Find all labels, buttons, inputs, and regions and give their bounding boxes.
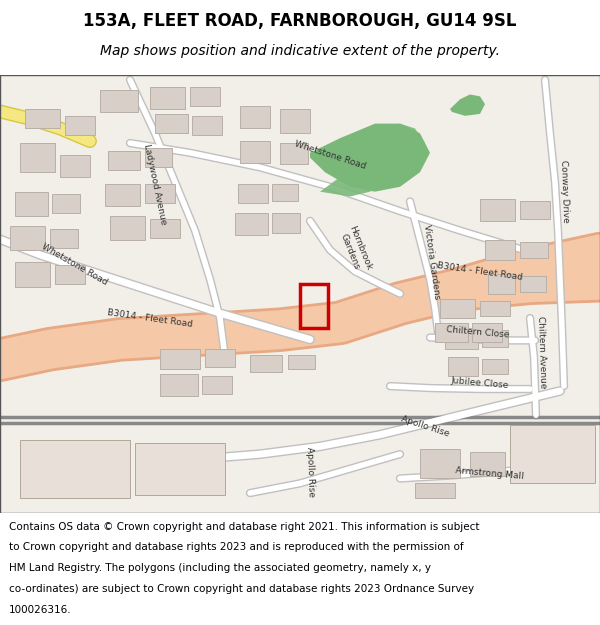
Polygon shape — [272, 213, 300, 232]
Polygon shape — [135, 442, 225, 495]
Text: 100026316.: 100026316. — [9, 605, 71, 615]
Polygon shape — [472, 323, 502, 342]
Polygon shape — [155, 114, 188, 133]
Polygon shape — [50, 229, 78, 248]
Text: Map shows position and indicative extent of the property.: Map shows position and indicative extent… — [100, 44, 500, 58]
Polygon shape — [60, 155, 90, 177]
Polygon shape — [160, 349, 200, 369]
Polygon shape — [190, 87, 220, 106]
Polygon shape — [272, 184, 298, 201]
Text: 153A, FLEET ROAD, FARNBOROUGH, GU14 9SL: 153A, FLEET ROAD, FARNBOROUGH, GU14 9SL — [83, 12, 517, 30]
Polygon shape — [520, 242, 548, 258]
Polygon shape — [448, 357, 478, 376]
Text: B3014 - Fleet Road: B3014 - Fleet Road — [107, 308, 193, 329]
Text: Whetstone Road: Whetstone Road — [40, 242, 110, 287]
Polygon shape — [192, 116, 222, 135]
Polygon shape — [488, 274, 515, 294]
Text: Contains OS data © Crown copyright and database right 2021. This information is : Contains OS data © Crown copyright and d… — [9, 521, 479, 531]
Polygon shape — [310, 124, 430, 192]
Text: Conway Drive: Conway Drive — [559, 160, 571, 223]
Polygon shape — [52, 194, 80, 213]
Text: Ladywood Avenue: Ladywood Avenue — [142, 142, 168, 225]
Polygon shape — [150, 219, 180, 238]
Text: Hornbrook
Gardens: Hornbrook Gardens — [337, 224, 373, 276]
Text: Apollo Rise: Apollo Rise — [400, 415, 450, 439]
Text: Apollo Rise: Apollo Rise — [305, 446, 316, 497]
Polygon shape — [205, 349, 235, 367]
Polygon shape — [240, 141, 270, 162]
Polygon shape — [108, 151, 140, 170]
Polygon shape — [105, 184, 140, 206]
Polygon shape — [415, 483, 455, 498]
Text: B3014 - Fleet Road: B3014 - Fleet Road — [437, 261, 523, 282]
Polygon shape — [110, 216, 145, 240]
Text: Chiltern Close: Chiltern Close — [446, 326, 510, 340]
Polygon shape — [510, 425, 595, 483]
Polygon shape — [445, 328, 478, 349]
Polygon shape — [150, 87, 185, 109]
Polygon shape — [15, 262, 50, 287]
Polygon shape — [280, 143, 308, 164]
Polygon shape — [145, 148, 172, 168]
Polygon shape — [25, 109, 60, 129]
Polygon shape — [480, 301, 510, 316]
Polygon shape — [520, 276, 546, 292]
Text: Armstrong Mall: Armstrong Mall — [455, 466, 524, 481]
Polygon shape — [470, 452, 505, 476]
Text: Jubilee Close: Jubilee Close — [451, 376, 509, 390]
Polygon shape — [450, 94, 485, 116]
Polygon shape — [482, 359, 508, 374]
Polygon shape — [485, 240, 515, 260]
Polygon shape — [420, 449, 460, 479]
Text: Whetstone Road: Whetstone Road — [293, 139, 367, 171]
Text: Chiltern Avenue: Chiltern Avenue — [536, 316, 548, 389]
Polygon shape — [55, 264, 85, 284]
Polygon shape — [435, 323, 468, 342]
Polygon shape — [288, 355, 315, 369]
Text: co-ordinates) are subject to Crown copyright and database rights 2023 Ordnance S: co-ordinates) are subject to Crown copyr… — [9, 584, 474, 594]
Polygon shape — [320, 124, 425, 196]
Polygon shape — [520, 201, 550, 219]
Text: HM Land Registry. The polygons (including the associated geometry, namely x, y: HM Land Registry. The polygons (includin… — [9, 563, 431, 573]
Polygon shape — [238, 184, 268, 203]
Polygon shape — [10, 226, 45, 250]
Polygon shape — [15, 192, 48, 216]
Polygon shape — [240, 106, 270, 129]
Polygon shape — [480, 199, 515, 221]
Polygon shape — [20, 439, 130, 498]
Polygon shape — [202, 376, 232, 394]
Polygon shape — [482, 330, 508, 348]
Polygon shape — [280, 109, 310, 133]
Polygon shape — [20, 143, 55, 172]
Text: Victoria Gardens: Victoria Gardens — [422, 224, 442, 299]
Polygon shape — [160, 374, 198, 396]
Text: to Crown copyright and database rights 2023 and is reproduced with the permissio: to Crown copyright and database rights 2… — [9, 542, 464, 552]
Polygon shape — [440, 299, 475, 318]
Polygon shape — [235, 213, 268, 236]
Bar — [300, 284, 328, 328]
Polygon shape — [65, 116, 95, 135]
Polygon shape — [250, 355, 282, 371]
Polygon shape — [100, 89, 138, 112]
Polygon shape — [145, 184, 175, 203]
